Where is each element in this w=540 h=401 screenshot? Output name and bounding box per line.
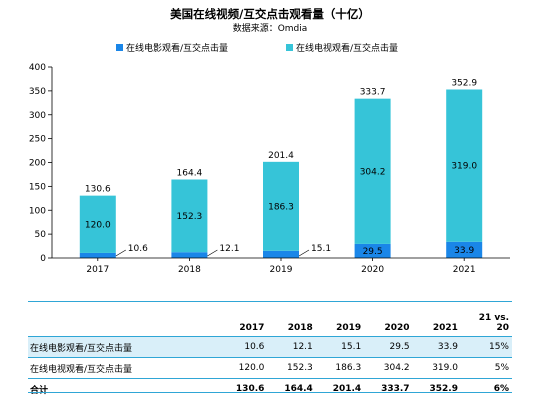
x-tick-label-2021: 2021	[453, 265, 476, 275]
movie-leader-2018	[207, 249, 218, 257]
total-label-2018: 164.4	[177, 168, 203, 178]
y-tick-label: 350	[29, 87, 46, 97]
table-row-tv: 在线电视观看/互交点击量 120.0 152.3 186.3 304.2 319…	[28, 357, 512, 379]
bar-tv-2017	[79, 195, 116, 253]
stacked-bar-chart: 美国在线视频/互交点击观看量（十亿） 数据来源：Omdia 在线电影观看/互交点…	[29, 7, 510, 275]
x-tick-label-2018: 2018	[178, 265, 201, 275]
bar-movie-2021	[446, 241, 483, 258]
table-row-movie: 在线电影观看/互交点击量 10.6 12.1 15.1 29.5 33.9 15…	[28, 336, 512, 358]
legend-swatch-tv	[286, 44, 293, 51]
table-header-blank	[28, 305, 219, 337]
tv-label-2017: 120.0	[85, 220, 111, 230]
table-top-rule	[28, 301, 512, 302]
y-axis: 0 50 100 150 200 250 300 350 400	[29, 63, 53, 264]
bar-tv-2019	[263, 161, 299, 251]
table-header-2018: 2018	[287, 323, 313, 333]
table-cell: 304.2	[364, 357, 413, 379]
table-cell-change: 6%	[460, 378, 512, 399]
table-cell: 29.5	[364, 336, 413, 358]
x-tick-label-2017: 2017	[86, 265, 109, 275]
table-row-total: 合计 130.6 164.4 201.4 333.7 352.9 6%	[28, 378, 512, 399]
table-cell-change: 5%	[460, 357, 512, 379]
table-cell: 319.0	[412, 357, 461, 379]
y-tick-label: 300	[29, 111, 46, 121]
bar-movie-2017	[79, 252, 116, 258]
total-label-2021: 352.9	[451, 78, 477, 88]
y-tick-label: 50	[35, 230, 47, 240]
x-tick-label-2019: 2019	[270, 265, 293, 275]
total-label-2020: 333.7	[360, 88, 386, 98]
bar-tv-2021	[446, 89, 483, 242]
x-tick-label-2020: 2020	[361, 265, 384, 275]
y-tick-label: 200	[29, 159, 46, 169]
table-row-label: 合计	[28, 378, 219, 399]
movie-label-2017: 10.6	[128, 244, 148, 254]
table-cell: 120.0	[219, 357, 268, 379]
total-label-2019: 201.4	[268, 151, 294, 161]
legend-swatch-movie	[116, 44, 123, 51]
table-header-2019: 2019	[336, 323, 362, 333]
table-cell: 164.4	[267, 378, 316, 399]
table-bottom-rule	[28, 392, 512, 393]
tv-label-2021: 319.0	[451, 162, 477, 172]
bars: 130.6 120.0 10.6 164.4 152.3 12.1 201.4 186.3 15…	[79, 78, 483, 258]
y-tick-label: 400	[29, 63, 46, 73]
x-axis: 2017 2018 2019 2020 2021	[52, 257, 510, 275]
table-header-change-line2: 20	[496, 323, 509, 333]
table-row-label: 在线电影观看/互交点击量	[28, 336, 219, 358]
table-cell: 10.6	[219, 336, 268, 358]
table-cell: 186.3	[315, 357, 365, 379]
table-cell: 12.1	[267, 336, 316, 358]
table-cell: 130.6	[219, 378, 268, 399]
legend: 在线电影观看/互交点击量 在线电视观看/互交点击量	[116, 42, 398, 54]
y-tick-label: 150	[29, 182, 46, 192]
movie-leader-2017	[115, 249, 126, 257]
table-header-row: 2017 2018 2019 2020 2021 21 vs. 20	[28, 305, 512, 337]
table-cell: 352.9	[412, 378, 461, 399]
table-cell: 333.7	[364, 378, 413, 399]
table-header-2017: 2017	[239, 323, 265, 333]
chart-title: 美国在线视频/互交点击观看量（十亿）	[170, 7, 370, 21]
table-header-change: 21 vs. 20	[461, 305, 512, 337]
data-table: 2017 2018 2019 2020 2021 21 vs. 20 在线电影观看…	[28, 305, 512, 399]
table-cell: 33.9	[412, 336, 461, 358]
legend-label-tv: 在线电视观看/互交点击量	[296, 42, 398, 54]
table-header-2020: 2020	[384, 323, 410, 333]
movie-label-2019: 15.1	[311, 244, 331, 254]
bar-movie-2018	[171, 252, 208, 258]
y-tick-label: 100	[29, 206, 46, 216]
table-cell-change: 15%	[460, 336, 512, 358]
bar-tv-2020	[354, 98, 391, 244]
total-label-2017: 130.6	[85, 185, 111, 195]
tv-label-2020: 304.2	[360, 167, 386, 177]
y-tick-label: 0	[40, 254, 46, 264]
movie-label-2018: 12.1	[219, 244, 239, 254]
table-header-change-line1: 21 vs.	[478, 313, 509, 323]
chart-subtitle: 数据来源：Omdia	[233, 22, 308, 34]
y-tick-label: 250	[29, 135, 46, 145]
tv-label-2018: 152.3	[177, 212, 203, 222]
legend-label-movie: 在线电影观看/互交点击量	[126, 42, 228, 54]
table-header-2021: 2021	[432, 323, 458, 333]
table-cell: 201.4	[315, 378, 365, 399]
bar-movie-2020	[354, 243, 391, 258]
movie-label-2020: 29.5	[363, 247, 383, 257]
table-cell: 152.3	[267, 357, 316, 379]
table-cell: 15.1	[315, 336, 365, 358]
bar-tv-2018	[171, 179, 208, 253]
bar-movie-2019	[263, 250, 299, 258]
movie-label-2021: 33.9	[454, 246, 474, 256]
tv-label-2019: 186.3	[268, 202, 294, 212]
movie-leader-2019	[298, 249, 310, 257]
table-row-label: 在线电视观看/互交点击量	[28, 357, 219, 379]
